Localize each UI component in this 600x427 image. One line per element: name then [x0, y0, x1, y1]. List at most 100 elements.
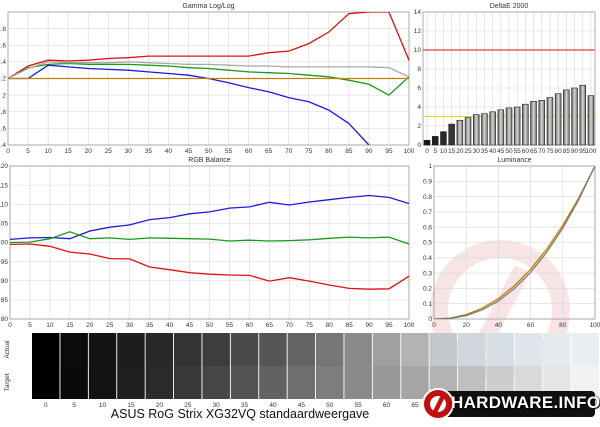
deltae-xtick-label: 40: [489, 148, 497, 155]
grayscale-step-label: 60: [383, 402, 391, 409]
chart-caption: ASUS RoG Strix XG32VQ standaardweergave: [110, 407, 370, 421]
rgb-xtick-label: 55: [226, 322, 234, 329]
luminance-xtick-label: 20: [463, 322, 471, 329]
rgb-series-line-1: [10, 194, 409, 241]
luminance-ytick-label: 0.2: [423, 286, 432, 293]
grayscale-actual-swatch: [571, 333, 600, 366]
gamma-xtick-label: 0: [6, 148, 10, 155]
rgb-xtick-label: 40: [166, 322, 174, 329]
deltae-xtick-label: 5: [433, 148, 437, 155]
gamma-series-line-1: [8, 12, 409, 80]
gamma-xtick-label: 15: [65, 148, 73, 155]
grayscale-actual-swatch: [401, 333, 429, 366]
deltae-xtick-label: 15: [448, 148, 456, 155]
grayscale-target-swatch: [287, 366, 316, 399]
deltae-ytick-label: 10: [414, 47, 422, 54]
gamma-ytick-label: 2: [2, 92, 6, 99]
deltae-xtick-label: 85: [563, 148, 571, 155]
grayscale-actual-swatch: [514, 333, 543, 366]
deltae-xtick-label: 10: [440, 148, 448, 155]
grayscale-step-label: 45: [298, 402, 306, 409]
gamma-xtick-label: 75: [305, 148, 313, 155]
deltae-xtick-label: 70: [538, 148, 546, 155]
deltae-ytick-label: 4: [417, 104, 421, 111]
rgb-xtick-label: 45: [186, 322, 194, 329]
grayscale-actual-swatch: [316, 333, 344, 366]
grayscale-actual-swatch: [486, 333, 514, 366]
gamma-xtick-label: 80: [325, 148, 333, 155]
grayscale-actual-swatch: [32, 333, 60, 366]
rgb-xtick-label: 95: [385, 322, 393, 329]
rgb-chart: RGB Balance 80 85 90 95 100 105 110 115 120 0 5 10 15…: [0, 157, 415, 329]
gamma-xtick-label: 40: [165, 148, 173, 155]
rgb-xtick-label: 35: [146, 322, 154, 329]
luminance-ytick-label: 0.9: [423, 179, 432, 186]
luminance-xtick-label: 0: [432, 322, 436, 329]
grayscale-target-swatch: [316, 366, 344, 399]
rgb-xtick-label: 60: [246, 322, 254, 329]
grayscale-actual-swatch: [117, 333, 145, 366]
gamma-xtick-label: 90: [365, 148, 373, 155]
gamma-xtick-label: 70: [285, 148, 293, 155]
luminance-ytick-label: 0.3: [423, 270, 432, 277]
deltae-bar: [579, 84, 586, 146]
rgb-xtick-label: 20: [86, 322, 94, 329]
gamma-xtick-label: 35: [145, 148, 153, 155]
rgb-ytick-label: 85: [1, 297, 9, 304]
rgb-series-line-3: [10, 243, 409, 290]
deltae-bar: [530, 101, 537, 146]
rgb-xtick-label: 85: [346, 322, 354, 329]
gamma-ytick-label: 2.8: [0, 26, 6, 33]
grayscale-step-label: 10: [99, 402, 107, 409]
grayscale-step-label: 20: [156, 402, 164, 409]
gamma-ytick-label: 2.6: [0, 42, 6, 49]
luminance-ytick-label: 0.6: [423, 224, 432, 231]
luminance-title: Luminance: [497, 157, 531, 164]
grayscale-actual-swatch: [543, 333, 571, 366]
luminance-ytick-label: 0: [428, 316, 432, 323]
rgb-title: RGB Balance: [188, 157, 231, 164]
deltae-ytick-label: 14: [414, 9, 422, 16]
deltae-bar: [481, 113, 488, 146]
gamma-ytick-label: 2.2: [0, 76, 6, 83]
gamma-xtick-label: 50: [205, 148, 213, 155]
grayscale-target-swatch: [344, 366, 372, 399]
grayscale-step-label: 30: [213, 402, 221, 409]
grayscale-target-swatch: [32, 366, 60, 399]
rgb-xtick-label: 70: [286, 322, 294, 329]
grayscale-step-label: 40: [269, 402, 277, 409]
grayscale-target-swatch: [88, 366, 117, 399]
gamma-xtick-label: 55: [225, 148, 233, 155]
rgb-xtick-label: 5: [28, 322, 32, 329]
deltae-ytick-label: 8: [417, 66, 421, 73]
deltae-bar: [554, 93, 562, 146]
rgb-xtick-label: 50: [206, 322, 214, 329]
gamma-ytick-label: 1.8: [0, 109, 6, 116]
deltae-ytick-label: 0: [417, 142, 421, 149]
grayscale-actual-swatch: [88, 333, 117, 366]
gamma-xtick-label: 20: [85, 148, 93, 155]
rgb-series-line-2: [10, 231, 409, 245]
grayscale-target-swatch: [401, 366, 429, 399]
gamma-chart: Gamma Log/Log 1.4 1.6 1.8 2 2.2 2.4 2.6 2.8 0 5 10 1…: [0, 3, 415, 155]
grayscale-actual-swatch: [344, 333, 372, 366]
deltae-ytick-label: 12: [414, 28, 422, 35]
rgb-xtick-label: 65: [266, 322, 274, 329]
deltae-bar: [587, 95, 595, 146]
luminance-chart: Luminance 0 0.1 0.2 0.3 0.4 0.5 0.6 0.7 0.8 0.9 1 0 2…: [423, 157, 600, 329]
deltae-title: DeltaE 2000: [490, 3, 529, 10]
rgb-ytick-label: 120: [0, 163, 8, 170]
luminance-ytick-label: 0.1: [423, 301, 432, 308]
rgb-xtick-label: 15: [66, 322, 74, 329]
grayscale-target-swatch: [202, 366, 230, 399]
deltae-bar: [571, 87, 578, 146]
deltae-bar: [448, 123, 455, 146]
grayscale-step-label: 55: [355, 402, 363, 409]
deltae-xtick-label: 60: [522, 148, 530, 155]
deltae-xtick-label: 90: [571, 148, 579, 155]
gamma-ytick-label: 1.4: [0, 142, 6, 149]
gamma-xtick-label: 10: [44, 148, 52, 155]
deltae-xtick-label: 80: [555, 148, 563, 155]
deltae-xtick-label: 0: [425, 148, 429, 155]
